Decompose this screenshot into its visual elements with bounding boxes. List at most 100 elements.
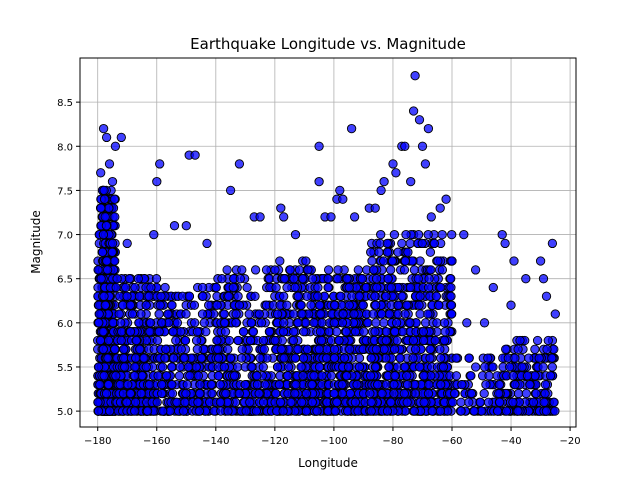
data-point [189, 300, 200, 310]
data-point [297, 397, 307, 407]
data-point [547, 238, 558, 249]
data-point [403, 247, 413, 257]
data-point [98, 327, 108, 337]
data-point [169, 221, 180, 231]
data-point [466, 388, 477, 399]
data-point [158, 406, 168, 416]
data-point [370, 203, 380, 213]
data-point [338, 194, 348, 204]
data-point [299, 327, 309, 337]
data-point [134, 318, 144, 328]
data-point [233, 335, 243, 346]
data-point [439, 335, 450, 346]
data-point [354, 362, 365, 372]
data-point [290, 229, 301, 240]
data-point [470, 265, 481, 275]
data-point [99, 185, 109, 196]
data-point [93, 362, 104, 372]
data-point [251, 406, 262, 416]
data-point [131, 353, 141, 363]
data-point [480, 362, 490, 372]
data-point [191, 335, 202, 346]
data-point [382, 247, 393, 257]
data-point [513, 344, 523, 354]
data-point [155, 300, 165, 310]
data-point [338, 309, 348, 319]
data-point [437, 229, 447, 240]
data-point [261, 265, 272, 275]
data-point [213, 344, 223, 354]
data-point [508, 371, 518, 381]
data-point [122, 397, 132, 407]
y-tick-label: 8.5 [57, 98, 73, 109]
data-point [309, 318, 319, 328]
data-point [462, 318, 472, 328]
data-point [225, 185, 236, 196]
data-point [464, 397, 474, 407]
data-point [178, 406, 189, 416]
data-point [379, 176, 389, 187]
data-point [464, 353, 474, 363]
data-point [483, 397, 494, 407]
data-point [172, 318, 183, 328]
y-tick-label: 7.0 [57, 231, 73, 242]
data-point [344, 300, 354, 310]
data-point [145, 327, 155, 337]
data-point [366, 247, 376, 257]
data-point [387, 256, 398, 266]
data-point [389, 344, 400, 354]
data-point [408, 335, 419, 346]
data-point [179, 353, 189, 363]
data-point [381, 327, 392, 337]
data-point [515, 335, 525, 346]
data-point [436, 353, 446, 363]
data-point [316, 309, 326, 319]
data-point [141, 362, 151, 372]
data-point [423, 388, 434, 399]
data-point [424, 379, 434, 390]
data-point [354, 291, 364, 301]
data-point [306, 300, 316, 310]
data-point [108, 318, 118, 328]
data-point [180, 397, 190, 407]
data-point [245, 397, 255, 407]
data-point [389, 388, 399, 399]
data-point [430, 335, 440, 346]
y-tick-label: 7.5 [57, 186, 73, 197]
data-point [168, 353, 179, 363]
data-point [234, 159, 245, 169]
data-point [240, 379, 250, 390]
data-point [371, 274, 382, 284]
data-point [116, 132, 126, 143]
data-point [312, 406, 322, 416]
data-point [367, 256, 377, 266]
data-point [154, 327, 164, 337]
data-point [495, 397, 505, 407]
data-point [336, 291, 346, 301]
data-point [283, 371, 293, 381]
data-point [155, 159, 165, 169]
data-point [388, 159, 398, 169]
data-point [481, 379, 491, 390]
data-point [440, 327, 450, 337]
data-point [397, 238, 407, 249]
data-point [333, 265, 343, 275]
data-point [522, 371, 533, 381]
data-point [447, 256, 457, 266]
data-point [289, 274, 299, 284]
data-point [255, 353, 265, 363]
data-point [370, 291, 380, 301]
data-point [423, 282, 434, 293]
data-point [323, 265, 334, 275]
data-point [260, 379, 270, 390]
data-point [451, 371, 462, 381]
data-point [121, 282, 131, 293]
data-point [112, 274, 122, 284]
data-point [290, 353, 300, 363]
data-point [382, 406, 393, 416]
data-point [406, 176, 416, 187]
y-axis-label: Magnitude [29, 210, 43, 274]
data-point [400, 309, 410, 319]
